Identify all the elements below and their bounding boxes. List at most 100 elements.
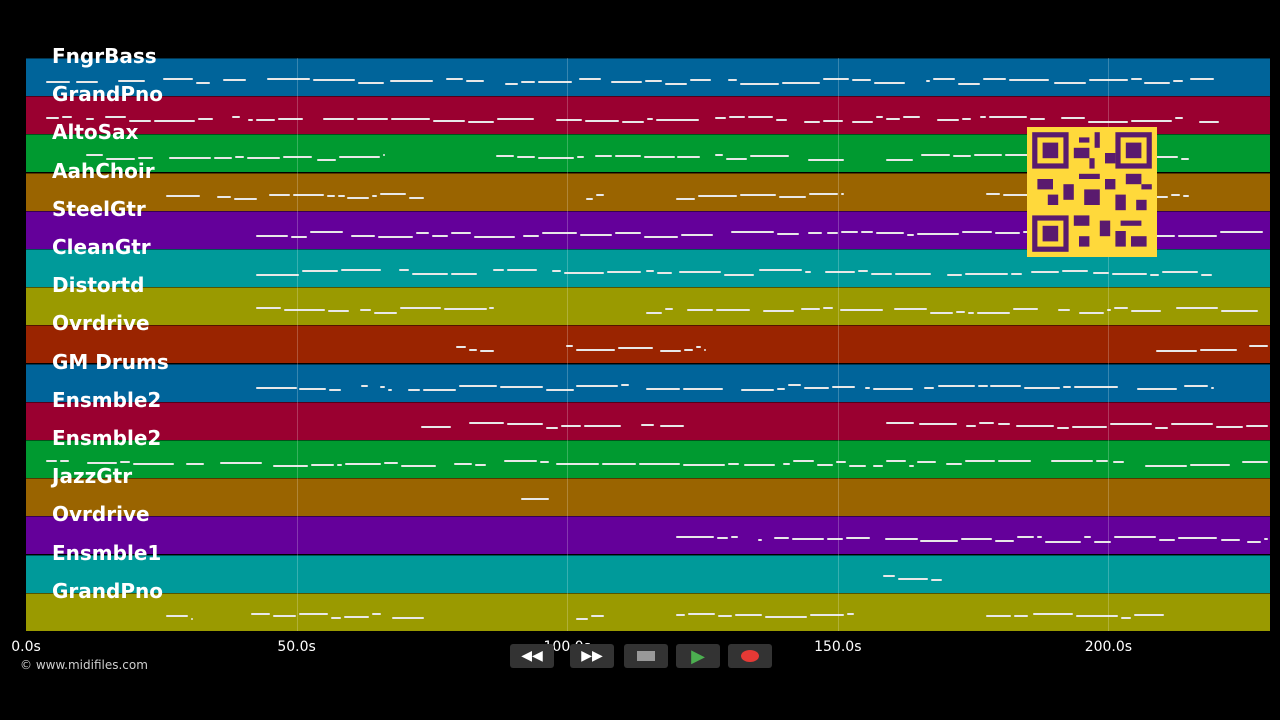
midi-note [310, 464, 335, 466]
midi-note [411, 273, 449, 275]
midi-note [466, 80, 485, 82]
track-lane [26, 516, 1270, 555]
midi-note [1201, 274, 1213, 276]
midi-note [372, 194, 378, 197]
midi-note [1093, 272, 1109, 274]
track-lane [26, 58, 1270, 96]
track-label: GrandPno [52, 578, 163, 603]
midi-note [389, 80, 434, 82]
midi-note [1149, 274, 1160, 276]
midi-note [358, 82, 385, 84]
midi-note [1044, 541, 1081, 544]
midi-note [894, 273, 931, 275]
midi-note [735, 613, 763, 616]
midi-note [1029, 118, 1045, 121]
midi-note [232, 116, 240, 119]
midi-note [409, 196, 424, 199]
midi-note [644, 235, 679, 238]
midi-note [1096, 460, 1108, 462]
midi-note [299, 387, 327, 390]
midi-note [827, 538, 844, 541]
track-label: GrandPno [52, 82, 163, 107]
midi-note [214, 157, 232, 160]
midi-note [1247, 541, 1262, 544]
midi-note [380, 192, 407, 195]
midi-note [272, 614, 297, 617]
midi-note [76, 81, 99, 83]
midi-note [1144, 82, 1170, 84]
midi-note [809, 613, 845, 616]
midi-note [423, 388, 456, 391]
midi-note [128, 120, 151, 123]
midi-note [1075, 614, 1119, 617]
midi-note [546, 388, 574, 391]
midi-note [917, 232, 960, 235]
midi-note [687, 612, 716, 615]
track-lane [26, 401, 1270, 440]
midi-note [451, 273, 477, 275]
stop-button[interactable] [624, 644, 668, 668]
midi-note [105, 116, 126, 119]
play-button[interactable]: ▶ [676, 644, 720, 668]
midi-note [645, 270, 655, 272]
midi-note [198, 118, 213, 121]
midi-note [278, 118, 304, 121]
fast-forward-button[interactable]: ▶▶ [570, 644, 614, 668]
midi-note [1061, 117, 1086, 120]
midi-note [1172, 80, 1183, 82]
midi-note [781, 82, 821, 84]
midi-note [1094, 541, 1112, 544]
midi-note [196, 82, 210, 84]
midi-note [783, 463, 791, 465]
midi-note [875, 116, 883, 119]
midi-note [347, 196, 370, 199]
midi-note [432, 234, 449, 237]
midi-note [1248, 345, 1268, 348]
midi-note [683, 464, 725, 466]
track-label: AltoSax [52, 120, 139, 145]
midi-note [591, 614, 604, 617]
midi-note [1057, 309, 1071, 312]
track-lane [26, 478, 1270, 517]
midi-note [499, 385, 544, 388]
midi-note [583, 424, 621, 427]
midi-note [576, 384, 618, 387]
midi-note [1220, 539, 1240, 542]
midi-note [676, 197, 696, 200]
grid-line [837, 58, 839, 631]
midi-note [930, 312, 954, 315]
midi-note [256, 274, 300, 276]
midi-note [1200, 349, 1237, 352]
midi-note [714, 154, 723, 157]
midi-note [1083, 536, 1092, 539]
midi-note [246, 157, 281, 160]
midi-note [1071, 425, 1107, 428]
midi-note [267, 78, 310, 80]
midi-note [986, 614, 1011, 617]
midi-note [1074, 385, 1118, 388]
midi-note [328, 310, 350, 313]
midi-note [46, 117, 60, 120]
midi-note [986, 192, 1000, 195]
midi-note [310, 230, 343, 233]
midi-note [468, 121, 495, 124]
midi-note [793, 460, 815, 462]
midi-note [86, 154, 103, 157]
time-tick-label: 150.0s [814, 639, 862, 655]
rewind-button[interactable]: ◀◀ [510, 644, 554, 668]
copyright-text: © www.midifiles.com [20, 658, 148, 672]
record-button[interactable] [728, 644, 772, 668]
midi-note [817, 464, 834, 466]
midi-note [933, 78, 956, 80]
midi-note [1056, 426, 1069, 429]
midi-note [400, 465, 436, 467]
midi-note [473, 235, 515, 238]
midi-note [610, 81, 643, 83]
midi-note [646, 118, 653, 121]
track-lane [26, 325, 1270, 364]
midi-note [1162, 271, 1199, 273]
midi-note [989, 384, 1021, 387]
midi-note [596, 193, 604, 196]
midi-note [521, 81, 535, 83]
midi-note [356, 118, 388, 121]
